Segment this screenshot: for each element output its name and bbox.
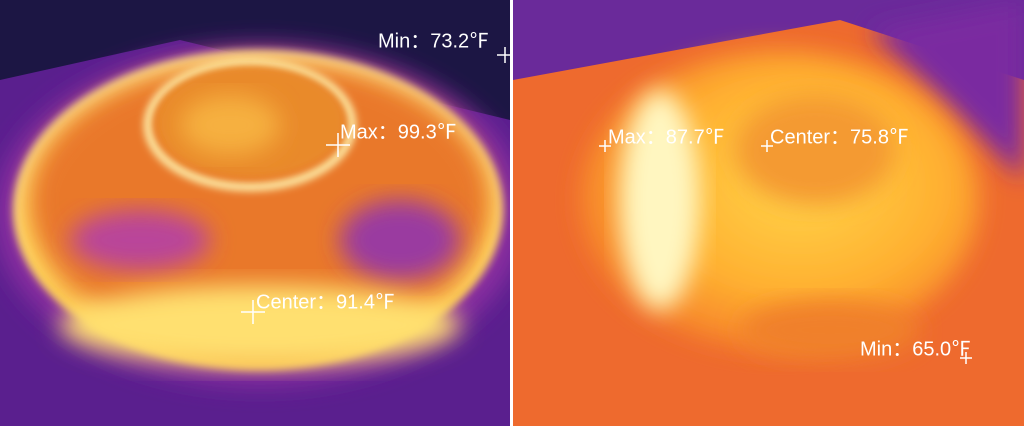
max-reading: Max：87.7℉ — [608, 126, 725, 148]
crosshair — [326, 133, 350, 157]
crosshair — [960, 352, 972, 364]
left-thermal-image — [0, 0, 510, 426]
readings: Min：73.2℉ Max：99.3℉ Center：91.4℉ Max：87.… — [241, 30, 972, 364]
min-reading: Min：65.0℉ — [860, 338, 971, 360]
max-reading: Max：99.3℉ — [340, 121, 457, 143]
crosshair — [761, 140, 773, 152]
center-reading: Center：91.4℉ — [256, 291, 395, 313]
crosshair — [599, 140, 611, 152]
min-reading: Min：73.2℉ — [378, 30, 489, 52]
crosshair — [241, 300, 265, 324]
right-thermal-image — [513, 0, 1024, 426]
crosshair — [497, 47, 513, 63]
center-reading: Center：75.8℉ — [770, 126, 909, 148]
divider — [510, 0, 513, 426]
